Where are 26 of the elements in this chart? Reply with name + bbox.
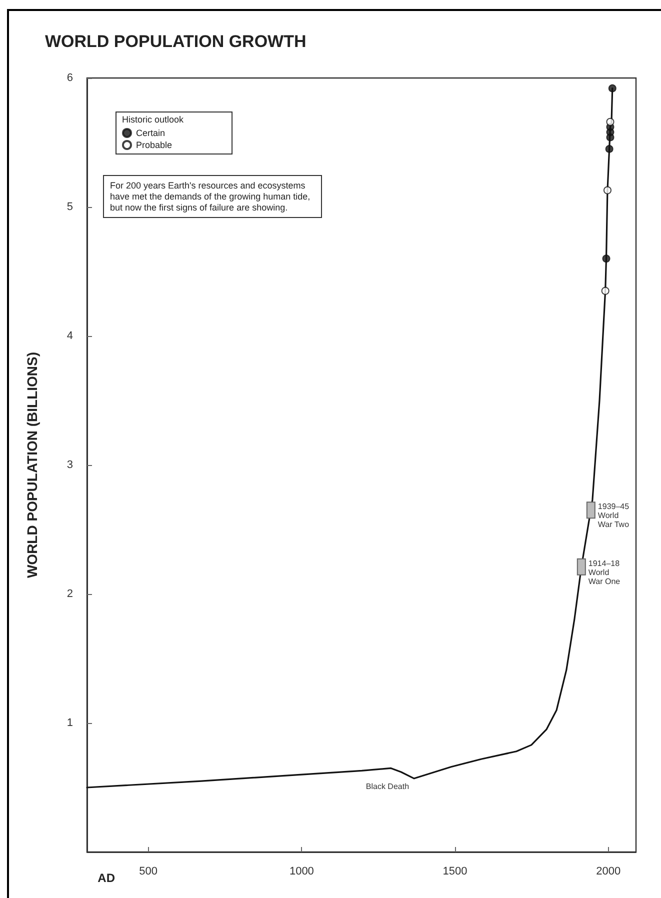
annotation: For 200 years Earth's resources and ecosystems have met the demands of the growing human tide, but now the first signs of failure are showing. [110,180,313,212]
annotation: 1939–45 World War Two [598,502,630,530]
x-tick-label: 1500 [442,866,468,878]
legend-label: Certain [136,128,166,138]
chart-title: WORLD POPULATION GROWTH [45,32,306,51]
y-axis-title: WORLD POPULATION (BILLIONS) [24,352,40,578]
x-axis-title: AD [98,871,116,885]
y-tick-label: 3 [66,459,73,471]
annotation: Black Death [366,782,410,791]
x-tick-label: 500 [139,866,158,878]
point [601,286,610,295]
point [606,118,614,126]
x-tick-label: 2000 [596,866,621,878]
y-tick-label: 4 [66,330,73,342]
point [602,254,610,263]
x-tick-label: 1000 [289,866,314,878]
y-tick-label: 5 [66,201,73,213]
y-tick-label: 1 [66,717,73,729]
annotation: 1914–18 World War One [588,558,621,586]
legend-title: Historic outlook [122,114,184,124]
y-tick-label: 6 [66,72,73,84]
legend-label: Probable [136,140,172,150]
y-tick-label: 2 [66,588,73,600]
point [605,144,614,153]
point [608,84,616,92]
point [603,186,612,194]
